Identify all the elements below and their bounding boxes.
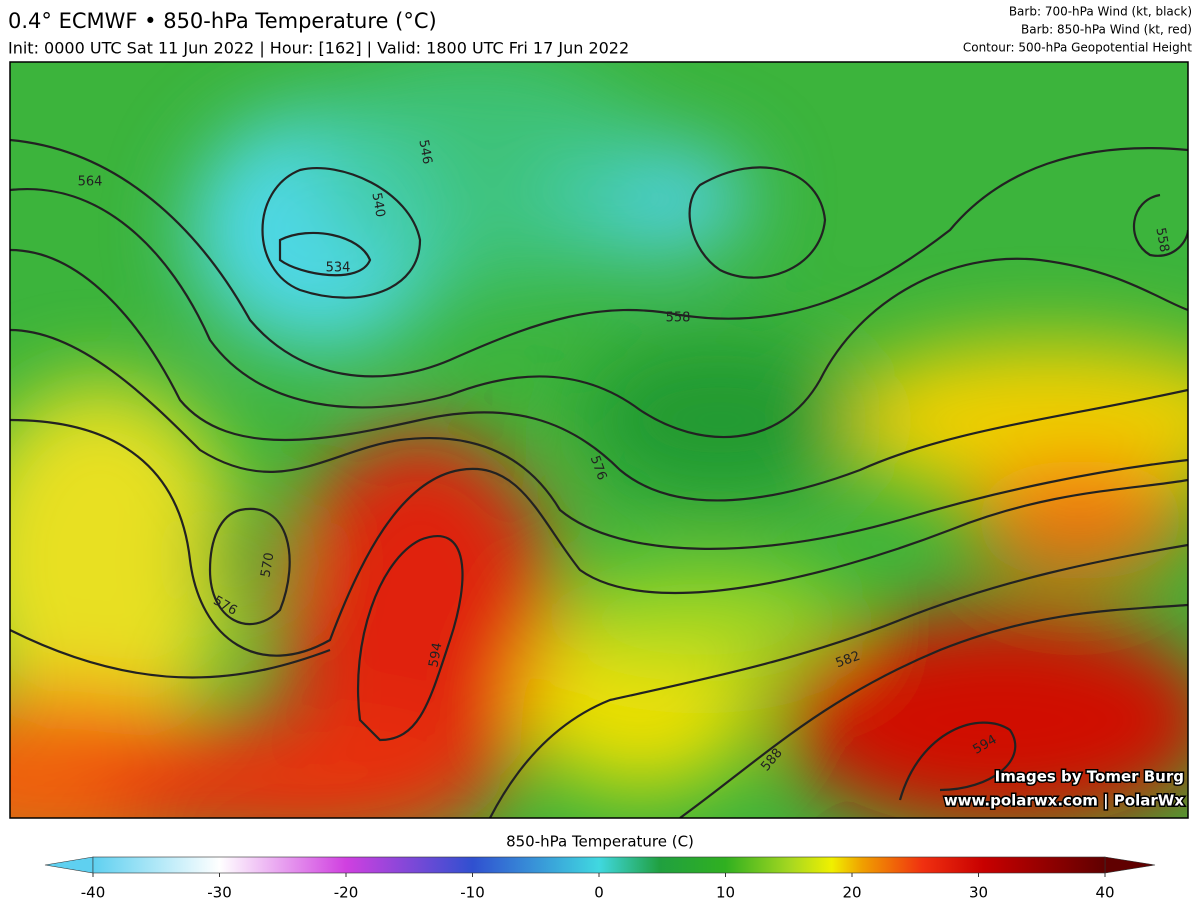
contour-label: 558 <box>666 311 691 326</box>
note: Barb: 850-hPa Wind (kt, red) <box>1021 23 1192 37</box>
note: Contour: 500-hPa Geopotential Height <box>963 41 1192 55</box>
colorbar-tick-label: -10 <box>460 884 485 902</box>
colorbar-tick-label: 0 <box>594 884 604 902</box>
title: 0.4° ECMWF • 850-hPa Temperature (°C) <box>8 9 437 33</box>
subtitle: Init: 0000 UTC Sat 11 Jun 2022 | Hour: [… <box>8 39 629 58</box>
colorbar-bar <box>92 856 1106 874</box>
colorbar-tick-label: 20 <box>842 884 861 902</box>
contour-label: 540 <box>368 191 387 218</box>
credit: Images by Tomer Burg <box>995 768 1184 786</box>
contour-label: 570 <box>258 551 277 578</box>
colorbar-tick-label: 30 <box>969 884 988 902</box>
colorbar-high-end <box>1104 856 1156 874</box>
contour-label: 564 <box>78 175 103 190</box>
colorbar-tick-label: 40 <box>1095 884 1114 902</box>
colorbar-tick-label: -20 <box>334 884 359 902</box>
contour-label: 546 <box>415 138 434 165</box>
contour-label: 534 <box>326 261 351 276</box>
colorbar-low-end <box>44 856 94 874</box>
colorbar: -40 -30 -20 -10 0 10 20 30 40 <box>44 856 1156 902</box>
colorbar-tick-label: -40 <box>81 884 106 902</box>
colorbar-tick-label: 10 <box>716 884 735 902</box>
note: Barb: 700-hPa Wind (kt, black) <box>1009 5 1192 19</box>
map-frame <box>9 61 1189 819</box>
contour-label: 594 <box>426 641 445 668</box>
colorbar-tick-label: -30 <box>207 884 232 902</box>
contour-label: 558 <box>1152 226 1171 253</box>
colorbar-title: 850-hPa Temperature (C) <box>506 833 694 851</box>
credit: www.polarwx.com | PolarWx <box>944 792 1185 811</box>
